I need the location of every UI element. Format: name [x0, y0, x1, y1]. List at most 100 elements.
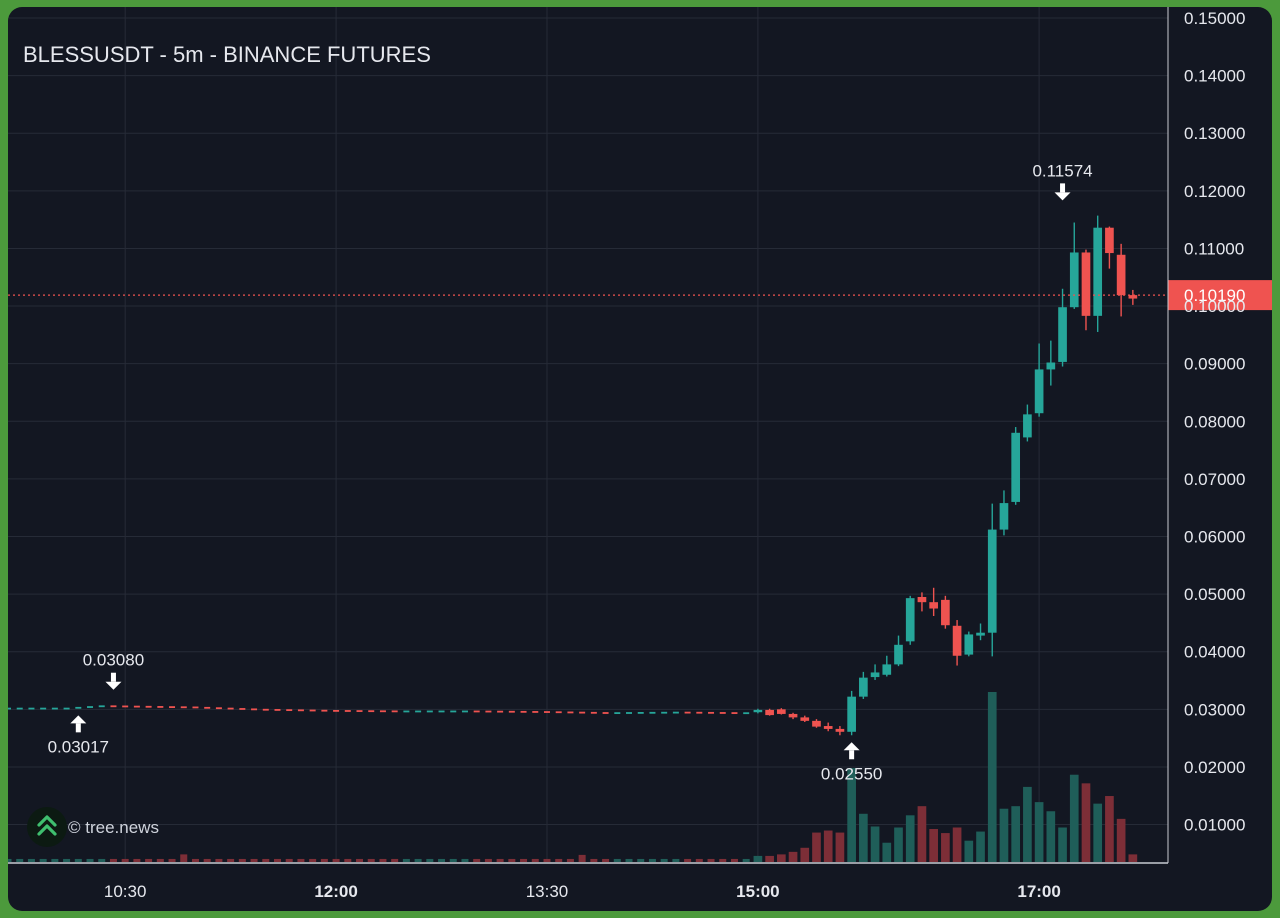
candle-body	[1069, 252, 1079, 308]
pre-run-volume-bar	[98, 858, 106, 862]
arrow-down-icon	[105, 681, 122, 690]
pre-run-candle	[110, 705, 117, 708]
arrow-up-icon	[70, 715, 87, 724]
y-tick-label: 0.09000	[1184, 355, 1245, 374]
pre-run-candle	[743, 712, 750, 715]
current-price-label: 0.10190	[1184, 286, 1245, 305]
candle-body	[976, 632, 985, 636]
candle-body	[882, 664, 892, 675]
y-tick-label: 0.03000	[1184, 700, 1245, 719]
pre-run-candle	[485, 710, 492, 713]
candle-body	[1058, 307, 1067, 362]
pre-run-volume-bar	[332, 858, 340, 862]
pre-run-volume-bar	[285, 858, 293, 862]
pre-run-candle	[274, 709, 281, 711]
pre-run-volume-bar	[625, 858, 633, 862]
logo-chevron-upper	[37, 815, 57, 827]
pre-run-volume-bar	[496, 858, 504, 862]
candle-body	[835, 728, 845, 732]
volume-bar	[765, 855, 774, 862]
y-tick-label: 0.01000	[1184, 816, 1245, 835]
pre-run-volume-bar	[63, 858, 71, 862]
candle-body	[800, 717, 810, 721]
candle-body	[917, 596, 927, 603]
pre-run-volume-bar	[51, 858, 59, 862]
pre-run-volume-bar	[344, 858, 352, 862]
current-price-badge	[1168, 280, 1272, 311]
pre-run-candle	[438, 710, 445, 713]
pre-run-candle	[555, 711, 562, 714]
annotation-label: 0.02550	[821, 764, 882, 783]
y-tick-label: 0.11000	[1184, 239, 1244, 258]
pre-run-volume-bar	[602, 858, 610, 862]
volume-bar	[1105, 796, 1114, 862]
pre-run-volume-bar	[555, 858, 563, 862]
pre-run-volume-bar	[543, 858, 551, 862]
volume-bar	[952, 827, 962, 862]
volume-bar	[859, 813, 868, 862]
annotation-label: 0.11574	[1032, 161, 1092, 180]
pre-run-candle	[508, 710, 515, 713]
volume-bar	[905, 815, 915, 862]
pre-run-candle	[391, 710, 398, 713]
volume-bar	[776, 854, 786, 862]
volume-bar	[987, 692, 997, 862]
candle-body	[1023, 414, 1032, 438]
pre-run-candle	[215, 707, 222, 710]
y-tick-label: 0.05000	[1184, 585, 1245, 604]
candle-body	[894, 644, 903, 665]
pre-run-volume-bar	[320, 858, 328, 862]
arrow-down-icon	[1054, 192, 1071, 201]
pre-run-candle	[403, 710, 410, 713]
pre-run-volume-bar	[391, 858, 399, 862]
y-tick-label: 0.10000	[1184, 297, 1245, 316]
candle-body	[1116, 254, 1126, 296]
volume-bar	[812, 832, 821, 862]
pre-run-candle	[157, 706, 164, 708]
volume-bar	[1081, 783, 1091, 862]
y-tick-label: 0.02000	[1184, 758, 1245, 777]
price-annotations: 0.10190 0.03017 0.03080 0.02550 0.11574	[8, 161, 1272, 783]
pre-run-volume-bar	[203, 858, 211, 862]
candle-body	[941, 599, 950, 626]
volume-bar	[1093, 803, 1103, 862]
pre-run-volume-bar	[379, 858, 387, 862]
pre-run-volume-bar	[273, 858, 281, 862]
pre-run-volume-bar	[590, 858, 598, 862]
candlestick-chart[interactable]: 0.10190 0.03017 0.03080 0.02550 0.11574 0.15…	[8, 7, 1272, 911]
pre-run-candle	[520, 710, 527, 713]
volume-bar	[1034, 802, 1044, 862]
pre-run-volume-bar	[461, 858, 469, 862]
pre-run-candle	[75, 706, 82, 709]
candle-body	[776, 709, 786, 714]
volume-bar	[976, 831, 985, 862]
price-annotation: 0.02550	[821, 742, 882, 783]
volume-bar	[847, 768, 856, 862]
candle-body	[952, 625, 962, 656]
volume-bar	[1023, 786, 1032, 862]
pre-run-volume-bar	[356, 858, 364, 862]
pre-run-candle	[426, 710, 433, 713]
volume-bar	[882, 842, 892, 862]
candle-body	[812, 720, 821, 727]
candle-body	[847, 696, 856, 732]
pre-run-candle	[731, 712, 738, 714]
pre-run-candle	[333, 709, 340, 712]
pre-run-candle	[40, 707, 47, 710]
pre-run-candle	[122, 705, 129, 708]
pre-run-candle	[204, 706, 211, 709]
pre-run-candle	[286, 709, 293, 712]
candle-body	[1128, 295, 1138, 299]
pre-run-volume-bar	[86, 858, 94, 862]
axes: 0.15000 0.14000 0.13000 0.12000 0.11000 0.100…	[8, 7, 1245, 901]
candle-body	[987, 529, 997, 633]
candle-body	[929, 602, 938, 609]
pre-run-volume-bar	[531, 858, 539, 862]
pre-run-volume-bar	[660, 858, 668, 862]
arrow-up-icon	[75, 723, 81, 733]
pre-run-candle	[661, 711, 668, 714]
candle-body	[870, 672, 880, 678]
chart-title: BLESSUSDT - 5m - BINANCE FUTURES	[23, 42, 431, 67]
pre-run-candle	[415, 710, 422, 713]
y-tick-label: 0.13000	[1184, 124, 1245, 143]
